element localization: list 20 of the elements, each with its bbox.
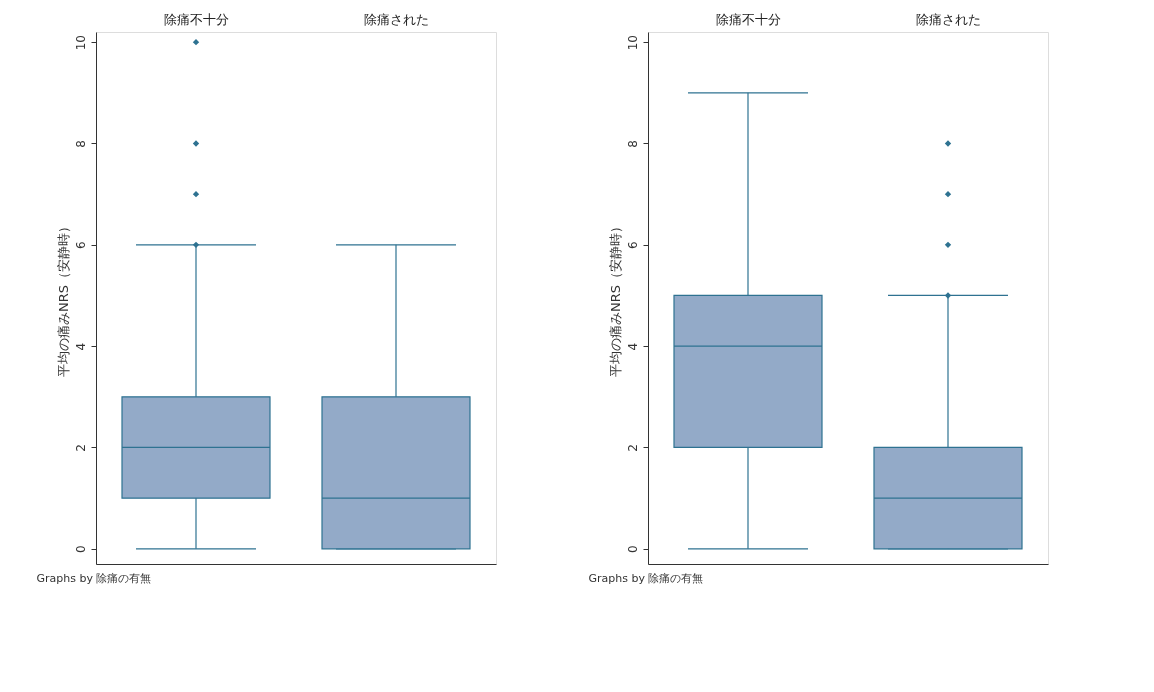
y-tick-label: 0 bbox=[73, 545, 88, 554]
y-tick-label: 10 bbox=[73, 34, 88, 51]
y-tick-label: 2 bbox=[73, 444, 88, 452]
y-tick-label: 6 bbox=[625, 241, 640, 250]
text: Graphs by 除痛の有無 bbox=[588, 571, 704, 585]
y-tick-label: 8 bbox=[73, 140, 88, 148]
y-tick-label: 0 bbox=[625, 545, 640, 554]
x-tick-label: 除痛不十分 bbox=[164, 11, 229, 27]
y-tick-label: 4 bbox=[625, 342, 640, 351]
y-tick-label: 4 bbox=[73, 342, 88, 351]
y-axis-title: 平均の痛みNRS（安静時） bbox=[607, 219, 623, 378]
x-tick-label: 除痛された bbox=[916, 11, 981, 27]
text: Graphs by 除痛の有無 bbox=[36, 571, 152, 585]
x-tick-label: 除痛された bbox=[364, 11, 429, 27]
y-axis-title: 平均の痛みNRS（安静時） bbox=[55, 219, 71, 378]
y-tick-label: 8 bbox=[625, 140, 640, 148]
y-tick-label: 6 bbox=[73, 241, 88, 250]
y-tick-label: 10 bbox=[625, 34, 640, 51]
x-tick-label: 除痛不十分 bbox=[716, 11, 781, 27]
y-tick-label: 2 bbox=[625, 444, 640, 452]
